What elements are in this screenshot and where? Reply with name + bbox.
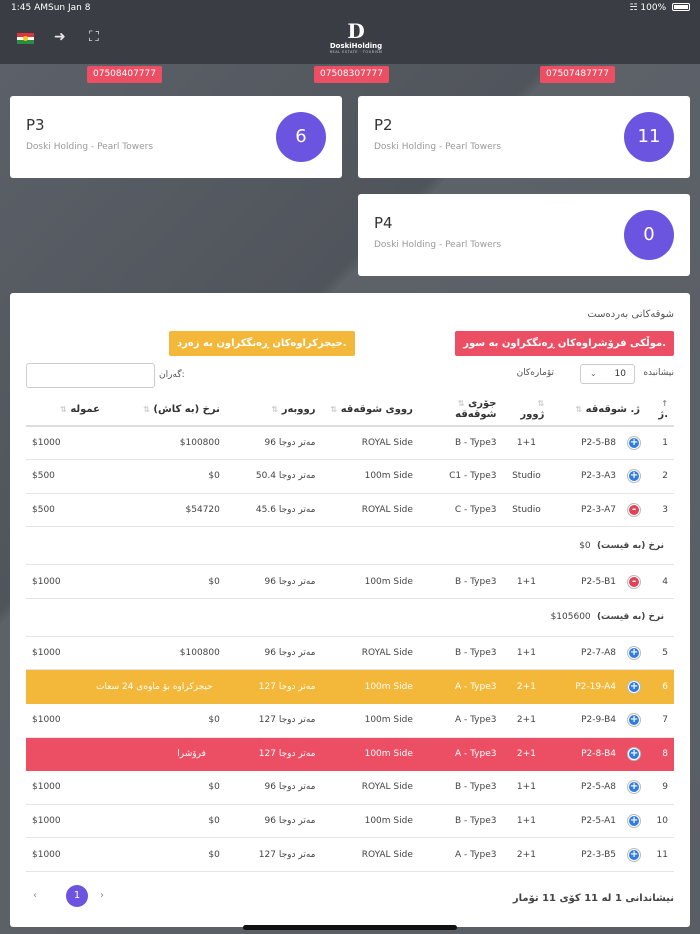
logo-name: DoskiHolding bbox=[329, 42, 383, 50]
status-date: Sun Jan 8 bbox=[48, 3, 91, 13]
col-unit[interactable]: ⇅ ژ. شوقەقە bbox=[550, 393, 647, 427]
expand-row-icon[interactable]: + bbox=[628, 748, 641, 761]
col-view[interactable]: ⇅ رووی شوقەقە bbox=[321, 393, 419, 427]
table-row-sold[interactable]: فرۆشرا 127 مەتر دوجا 100m Side A - Type3… bbox=[26, 737, 674, 771]
expand-row-icon[interactable]: + bbox=[628, 848, 641, 861]
sold-legend-button[interactable]: موڵکی فرۆشراوەکان ڕەنگکراون بە سور. bbox=[455, 331, 674, 356]
expand-row-icon[interactable]: + bbox=[628, 714, 641, 727]
expand-row-icon[interactable]: + bbox=[628, 681, 641, 694]
logout-icon[interactable]: ➜ bbox=[54, 29, 66, 45]
panel-title: شوقەکانی بەردەست bbox=[587, 309, 674, 320]
card-subtitle: Doski Holding - Pearl Towers bbox=[26, 142, 154, 152]
home-indicator bbox=[243, 925, 457, 930]
card-subtitle: Doski Holding - Pearl Towers bbox=[374, 240, 502, 250]
card-title: P3 bbox=[26, 116, 45, 134]
sold-status: فرۆشرا bbox=[26, 737, 226, 771]
table-row[interactable]: $1000 $0 127 مەتر دوجا 100m Side A - Typ… bbox=[26, 703, 674, 738]
building-card-p4[interactable]: P4 Doski Holding - Pearl Towers 0 bbox=[358, 194, 690, 276]
table-row[interactable]: $1000 $0 127 مەتر دوجا ROYAL Side A - Ty… bbox=[26, 837, 674, 873]
logo-subtitle: REAL ESTATE · TOURISM bbox=[329, 50, 383, 54]
page-length-select[interactable]: ⌄ 10 bbox=[580, 364, 635, 384]
reserved-legend-button[interactable]: حیجزکراوەکان ڕەنگکراون بە زەرد. bbox=[169, 331, 355, 356]
apartments-panel: شوقەکانی بەردەست موڵکی فرۆشراوەکان ڕەنگک… bbox=[10, 293, 690, 927]
card-count-badge: 0 bbox=[624, 210, 674, 260]
table-row[interactable]: $1000 $100800 96 مەتر دوجا ROYAL Side B … bbox=[26, 426, 674, 461]
child-row: $0 نرخ (بە قیست) bbox=[26, 526, 674, 566]
table-row[interactable]: $500 $0 50.4 مەتر دوجا 100m Side C1 - Ty… bbox=[26, 459, 674, 494]
phone-button[interactable]: 07508407777 bbox=[87, 66, 162, 83]
previous-page-button[interactable]: ‹ bbox=[33, 890, 37, 901]
card-subtitle: Doski Holding - Pearl Towers bbox=[374, 142, 502, 152]
table-row-reserved[interactable]: حیجزکراوە بۆ ماوەی 24 سعات 127 مەتر دوجا… bbox=[26, 669, 674, 704]
logo: D DoskiHolding REAL ESTATE · TOURISM bbox=[329, 20, 383, 54]
phone-button[interactable]: 07507487777 bbox=[540, 66, 615, 83]
col-area[interactable]: ⇅ رووبەر bbox=[225, 393, 322, 427]
expand-row-icon[interactable]: + bbox=[628, 781, 641, 794]
expand-row-icon[interactable]: + bbox=[628, 815, 641, 828]
expand-row-icon[interactable]: + bbox=[628, 647, 641, 660]
table-header-row: ⇅ عمولە ⇅ نرخ (بە کاش) ⇅ رووبەر ⇅ رووی ش… bbox=[26, 393, 674, 427]
page-1-button[interactable]: 1 bbox=[66, 885, 88, 907]
expand-row-icon[interactable]: + bbox=[628, 437, 641, 450]
expand-row-icon[interactable]: + bbox=[628, 470, 641, 483]
card-title: P4 bbox=[374, 214, 393, 232]
table-row[interactable]: $1000 $0 96 مەتر دوجا ROYAL Side B - Typ… bbox=[26, 770, 674, 805]
building-card-p2[interactable]: P2 Doski Holding - Pearl Towers 11 bbox=[358, 96, 690, 178]
sort-icon: ⇅ bbox=[60, 404, 67, 414]
next-page-button[interactable]: › bbox=[100, 890, 104, 901]
battery-level: 100% bbox=[640, 3, 667, 13]
wifi-icon: ☵ bbox=[629, 3, 638, 13]
sort-icon: ⇅ bbox=[457, 399, 465, 408]
col-floor[interactable]: ⇅ ژوور bbox=[502, 393, 551, 427]
card-count-badge: 11 bbox=[624, 112, 674, 162]
page-length-suffix: تۆمارەکان bbox=[516, 368, 554, 378]
col-number[interactable]: ↑ ژ. bbox=[646, 393, 674, 427]
chevron-down-icon: ⌄ bbox=[590, 369, 597, 378]
sort-icon: ⇅ bbox=[537, 399, 545, 408]
top-bar: ➜ ⛶ D DoskiHolding REAL ESTATE · TOURISM bbox=[0, 18, 700, 64]
table-body: $1000 $100800 96 مەتر دوجا ROYAL Side B … bbox=[26, 426, 674, 873]
card-count-badge: 6 bbox=[276, 112, 326, 162]
logo-mark: D bbox=[347, 19, 365, 43]
table-info: نیشاندانی 1 لە 11 کۆی 11 تۆمار bbox=[512, 893, 674, 904]
table-row[interactable]: $1000 $0 96 مەتر دوجا 100m Side B - Type… bbox=[26, 804, 674, 839]
sort-icon: ⇅ bbox=[271, 404, 279, 414]
search-label: گەران: bbox=[159, 370, 185, 380]
table-row[interactable]: $500 $54720 45.6 مەتر دوجا ROYAL Side C … bbox=[26, 493, 674, 528]
table-row[interactable]: $1000 $0 96 مەتر دوجا 100m Side B - Type… bbox=[26, 564, 674, 599]
sort-icon: ⇅ bbox=[575, 404, 583, 414]
reserved-status: حیجزکراوە بۆ ماوەی 24 سعات bbox=[26, 669, 226, 704]
fullscreen-icon[interactable]: ⛶ bbox=[89, 29, 99, 45]
building-card-p3[interactable]: P3 Doski Holding - Pearl Towers 6 bbox=[10, 96, 342, 178]
battery-icon bbox=[672, 3, 690, 11]
collapse-row-icon[interactable]: - bbox=[628, 503, 641, 516]
child-row: $105600 نرخ (بە قیست) bbox=[26, 598, 674, 637]
collapse-row-icon[interactable]: - bbox=[628, 575, 641, 588]
status-bar: 1:45 AM Sun Jan 8 ☵ 100% bbox=[0, 0, 700, 18]
status-time: 1:45 AM bbox=[11, 3, 48, 13]
status-right: ☵ 100% bbox=[629, 3, 690, 13]
col-type[interactable]: ⇅ جۆری شوقەقە bbox=[418, 393, 503, 427]
apartments-table: ⇅ عمولە ⇅ نرخ (بە کاش) ⇅ رووبەر ⇅ رووی ش… bbox=[26, 393, 674, 873]
phone-button[interactable]: 07508307777 bbox=[314, 66, 389, 83]
sort-icon: ⇅ bbox=[330, 404, 338, 414]
page-length-label: نیشانبدە bbox=[643, 368, 674, 378]
card-title: P2 bbox=[374, 116, 393, 134]
col-commission[interactable]: ⇅ عمولە bbox=[26, 393, 106, 427]
sort-icon: ↑ bbox=[661, 399, 668, 408]
sort-icon: ⇅ bbox=[143, 404, 150, 414]
table-row[interactable]: $1000 $100800 96 مەتر دوجا ROYAL Side B … bbox=[26, 636, 674, 671]
search-input[interactable] bbox=[26, 363, 155, 388]
language-flag-icon[interactable] bbox=[17, 33, 34, 44]
page-length-value: 10 bbox=[614, 369, 626, 379]
col-price[interactable]: ⇅ نرخ (بە کاش) bbox=[105, 393, 226, 427]
